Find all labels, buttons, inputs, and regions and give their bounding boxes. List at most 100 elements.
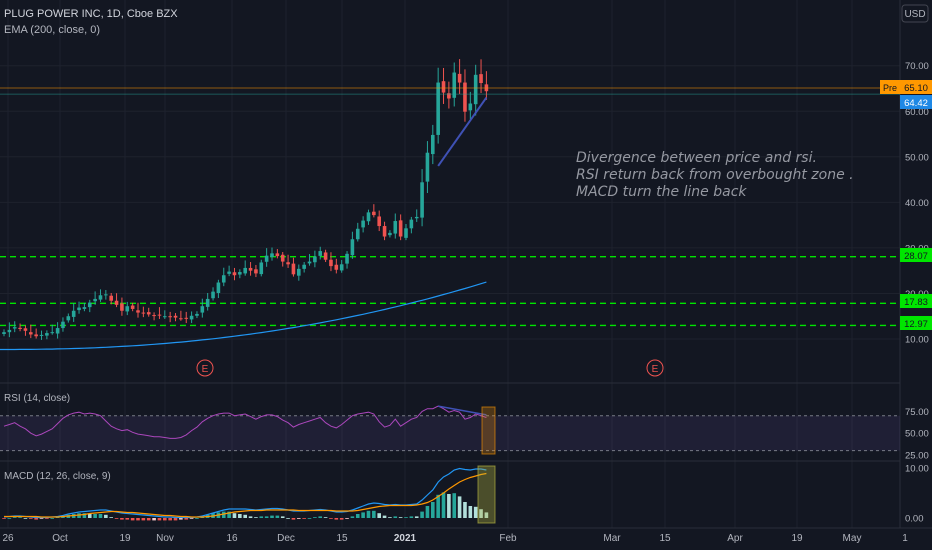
time-tick-label: 26 <box>2 533 14 544</box>
trend-line-drawing[interactable] <box>437 97 488 167</box>
macd-histogram-bar <box>136 518 140 521</box>
price-tick-label: 50.00 <box>905 152 929 163</box>
candle-body <box>473 74 478 105</box>
candle-body <box>447 93 451 99</box>
candle-body <box>297 268 301 276</box>
macd-histogram-bar <box>297 518 301 519</box>
macd-histogram-bar <box>414 516 419 518</box>
candle-body <box>398 220 403 237</box>
time-tick-label: 15 <box>336 533 348 544</box>
pre-tag-value-bg <box>900 80 932 94</box>
macd-histogram-bar <box>259 516 264 518</box>
candle-body <box>77 307 81 311</box>
macd-histogram-bar <box>254 517 258 518</box>
macd-histogram-bar <box>146 518 151 521</box>
rsi-tick-label: 75.00 <box>905 407 929 418</box>
candle-body <box>125 306 130 312</box>
macd-histogram-bar <box>227 511 231 518</box>
macd-histogram-bar <box>184 518 189 520</box>
macd-tick-label: 10.00 <box>905 464 929 475</box>
candle-body <box>372 211 376 216</box>
candle-body <box>436 82 440 135</box>
macd-histogram-bar <box>34 518 38 520</box>
candle-body <box>211 291 215 299</box>
currency-box[interactable] <box>901 4 929 23</box>
macd-histogram-bar <box>436 494 440 518</box>
pre-tag-label: Pre <box>883 83 897 93</box>
candle-body <box>286 262 290 265</box>
macd-histogram-bar <box>366 510 371 518</box>
annotation-line-1[interactable]: Divergence between price and rsi. <box>576 150 817 166</box>
rsi-divergence-line[interactable] <box>438 405 487 416</box>
price-tick-label: 70.00 <box>905 61 929 72</box>
macd-histogram-bar <box>82 513 87 518</box>
level-tag-2-bg <box>900 294 932 308</box>
symbol-title: PLUG POWER INC, 1D, Cboe BZX <box>4 8 178 20</box>
macd-histogram-bar <box>152 518 156 521</box>
candle-body <box>254 269 258 274</box>
earnings-marker-2[interactable] <box>646 359 664 377</box>
macd-histogram-bar <box>420 511 424 518</box>
candle-body <box>414 216 419 219</box>
last-price-tag: 64.42 <box>900 95 932 109</box>
price-tick-label: 10.00 <box>905 335 929 346</box>
earnings-marker-1[interactable] <box>196 359 214 377</box>
candle-body <box>409 219 414 229</box>
ema-200-line <box>0 281 487 351</box>
candle-body <box>71 310 76 317</box>
time-tick-label: 2021 <box>394 533 417 544</box>
candlestick-series <box>2 59 489 340</box>
macd-highlight-box[interactable] <box>477 465 496 524</box>
rsi-highlight-box[interactable] <box>481 406 496 455</box>
candle-body <box>34 334 38 337</box>
macd-legend[interactable]: MACD (12, 26, close, 9) <box>4 471 111 482</box>
candle-body <box>318 251 323 256</box>
candle-body <box>377 216 381 227</box>
candle-body <box>189 315 194 320</box>
candle-body <box>238 272 242 275</box>
time-tick-label: Feb <box>499 533 517 544</box>
annotation-line-3[interactable]: MACD turn the line back <box>576 184 747 200</box>
candle-body <box>50 332 55 334</box>
candle-body <box>195 313 199 316</box>
macd-histogram-bar <box>248 516 253 518</box>
pre-tag-label-bg <box>880 80 900 94</box>
ema-legend[interactable]: EMA (200, close, 0) <box>4 24 100 36</box>
macd-histogram-bar <box>270 515 274 518</box>
macd-histogram-bar <box>291 518 296 520</box>
pre-market-line <box>0 87 900 95</box>
candle-body <box>388 232 392 236</box>
macd-histogram-bar <box>334 518 339 520</box>
candle-body <box>200 306 205 313</box>
macd-histogram-bar <box>189 518 194 519</box>
macd-histogram-bar <box>195 518 199 519</box>
macd-histogram-bar <box>45 518 49 519</box>
macd-histogram-bar <box>307 518 312 519</box>
macd-histogram-bar <box>141 518 146 521</box>
candle-body <box>130 305 135 309</box>
macd-histogram-bar <box>404 517 408 518</box>
macd-histogram-bar <box>323 517 328 518</box>
candle-body <box>345 253 349 264</box>
candle-body <box>313 256 317 263</box>
macd-histogram-bar <box>87 514 92 518</box>
macd-histogram-bar <box>243 514 247 518</box>
macd-histogram-bar <box>238 514 242 518</box>
candle-body <box>361 220 365 228</box>
candle-body <box>329 259 333 267</box>
candle-body <box>221 275 226 283</box>
annotation-line-2[interactable]: RSI return back from overbought zone . <box>576 167 854 183</box>
macd-histogram-bar <box>98 514 103 518</box>
macd-histogram-bar <box>398 517 403 518</box>
time-tick-label: 16 <box>226 533 238 544</box>
rsi-legend[interactable]: RSI (14, close) <box>4 393 70 404</box>
macd-histogram-bar <box>457 496 462 518</box>
time-axis[interactable]: 26 Oct 19 Nov 16 Dec 15 2021 Feb Mar 15 Apr 19 May 1 <box>2 533 908 544</box>
divergence-trend-line[interactable] <box>437 97 488 167</box>
macd-histogram-bar <box>125 518 130 520</box>
time-tick-label: Dec <box>277 533 295 544</box>
candle-body <box>264 255 269 262</box>
candle-body <box>425 152 430 182</box>
time-tick-label: Nov <box>156 533 174 544</box>
